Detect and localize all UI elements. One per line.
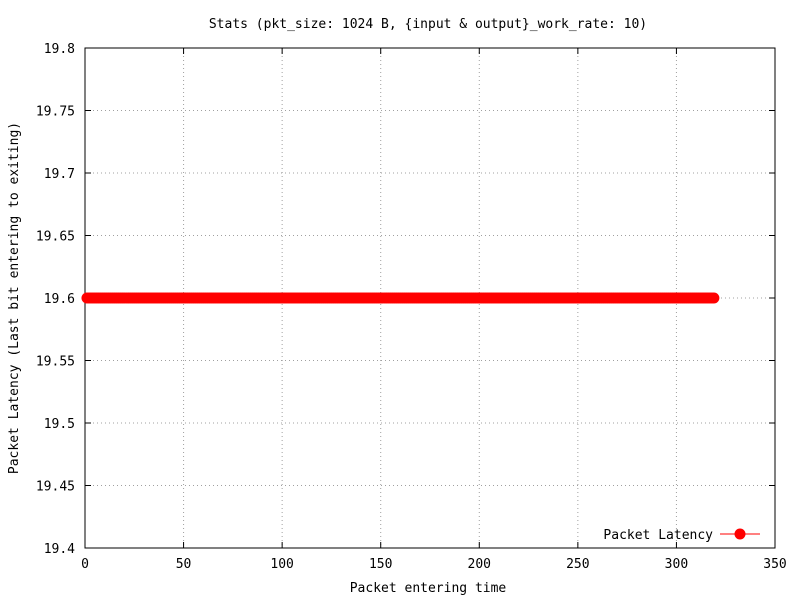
x-tick-label: 250 <box>566 557 589 572</box>
series-packet-latency <box>81 292 720 304</box>
y-axis: 19.4 19.45 19.5 19.55 19.6 19.65 19.7 19.75 19.8 <box>36 42 775 557</box>
x-tick-label: 150 <box>369 557 392 572</box>
legend-label-packet-latency: Packet Latency <box>603 528 713 543</box>
y-tick-label: 19.75 <box>36 105 75 120</box>
y-tick-label: 19.45 <box>36 480 75 495</box>
y-tick-label: 19.7 <box>44 167 75 182</box>
x-tick-label: 100 <box>270 557 293 572</box>
chart-title: Stats (pkt_size: 1024 B, {input & output… <box>209 17 647 32</box>
legend: Packet Latency <box>603 528 760 543</box>
x-tick-label: 300 <box>665 557 688 572</box>
y-tick-label: 19.8 <box>44 42 75 57</box>
y-tick-label: 19.55 <box>36 355 75 370</box>
x-axis-label: Packet entering time <box>350 581 507 596</box>
x-tick-label: 350 <box>763 557 786 572</box>
x-tick-label: 50 <box>176 557 192 572</box>
x-tick-label: 200 <box>468 557 491 572</box>
data-point <box>708 292 720 304</box>
x-axis: 0 50 100 150 200 250 300 350 <box>81 48 787 572</box>
y-tick-label: 19.6 <box>44 292 75 307</box>
y-tick-label: 19.5 <box>44 417 75 432</box>
legend-marker <box>734 528 746 540</box>
y-tick-label: 19.65 <box>36 230 75 245</box>
y-axis-label: Packet Latency (Last bit entering to exi… <box>7 122 22 474</box>
y-tick-label: 19.4 <box>44 542 75 557</box>
x-tick-label: 0 <box>81 557 89 572</box>
